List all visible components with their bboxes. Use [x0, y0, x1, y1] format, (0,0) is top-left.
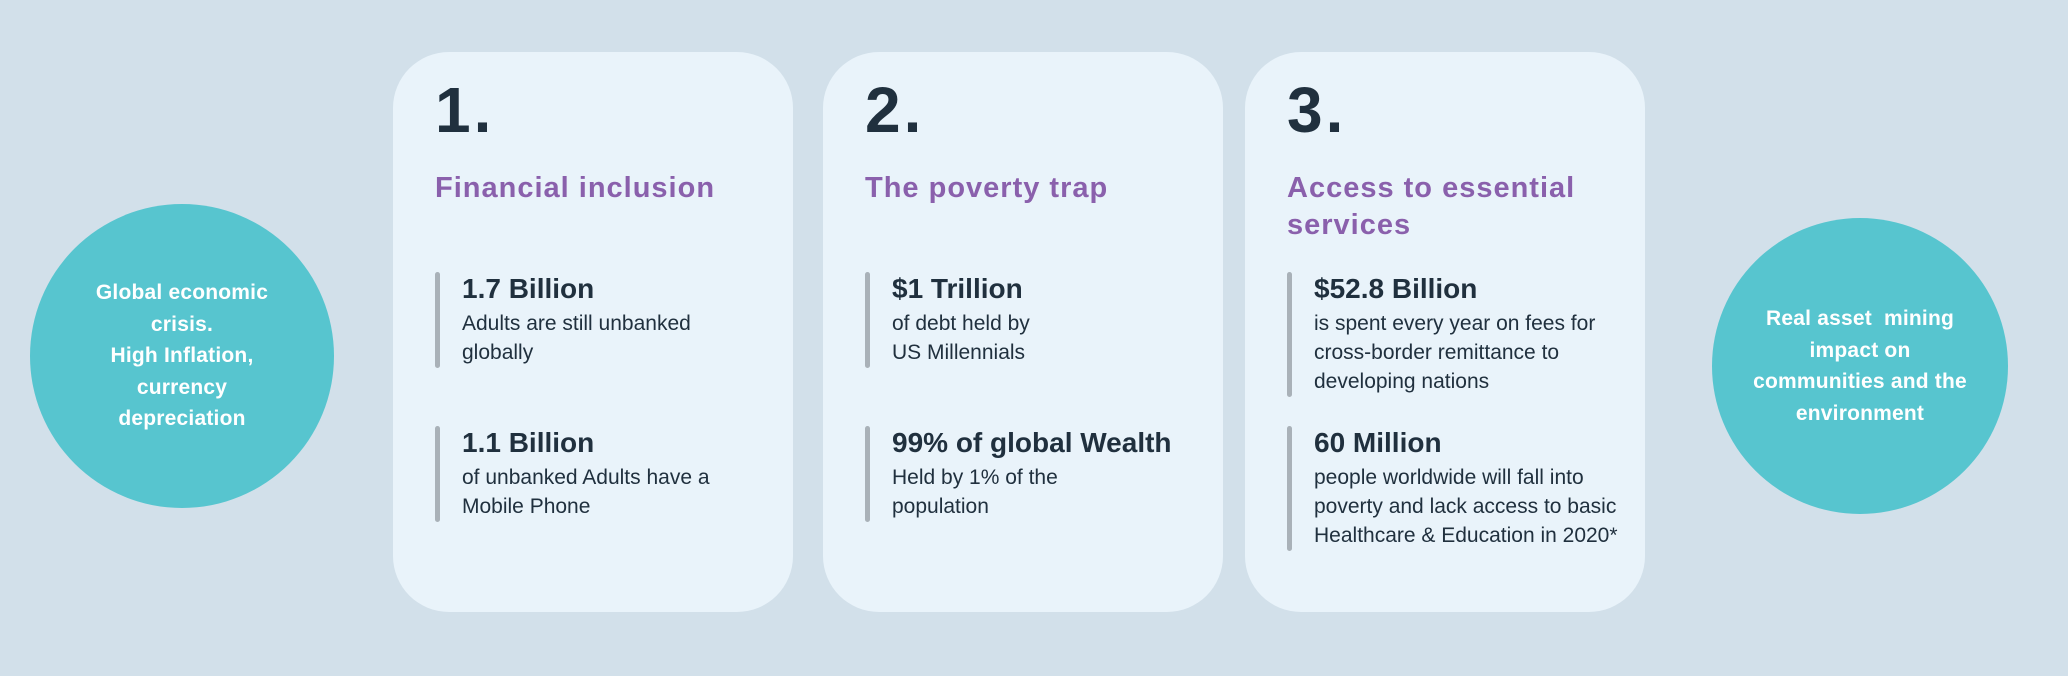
stat-description: is spent every year on fees for cross-bo… [1314, 312, 1596, 394]
stat-accent-bar [1287, 272, 1292, 398]
card-number: 3. [1287, 74, 1347, 146]
stat-accent-bar [435, 426, 440, 523]
card-poverty-trap: 2. The poverty trap $1 Trillion of debt … [823, 52, 1223, 612]
right-bubble-text: Real asset mining impact on communities … [1753, 307, 1967, 425]
card-access-essential-services: 3. Access to essential services $52.8 Bi… [1245, 52, 1645, 612]
card-title: Access to essential services [1287, 172, 1576, 241]
stat-accent-bar [865, 272, 870, 369]
card-title: Financial inclusion [435, 172, 716, 204]
left-bubble-text: Global economic crisis. High Inflation, … [95, 281, 269, 431]
stat-value: 1.7 Billion [462, 273, 595, 304]
right-bubble: Real asset mining impact on communities … [1712, 218, 2008, 514]
left-bubble: Global economic crisis. High Inflation, … [30, 204, 334, 508]
stat-block: 1.7 Billion Adults are still unbanked gl… [435, 272, 691, 369]
stat-accent-bar [1287, 426, 1292, 552]
card-title: The poverty trap [865, 172, 1109, 204]
stat-value: 99% of global Wealth [892, 427, 1172, 458]
card-number: 2. [865, 74, 925, 146]
stat-block: $1 Trillion of debt held by US Millennia… [865, 272, 1030, 369]
stat-block: 99% of global Wealth Held by 1% of the p… [865, 426, 1172, 523]
stat-description: of unbanked Adults have a Mobile Phone [462, 466, 710, 519]
stat-description: Adults are still unbanked globally [462, 312, 691, 365]
stat-description: Held by 1% of the population [892, 466, 1058, 519]
stat-description: of debt held by US Millennials [892, 312, 1030, 365]
stat-value: $52.8 Billion [1314, 273, 1478, 304]
stat-block: 1.1 Billion of unbanked Adults have a Mo… [435, 426, 710, 523]
card-financial-inclusion: 1. Financial inclusion 1.7 Billion Adult… [393, 52, 793, 612]
stat-block: $52.8 Billion is spent every year on fee… [1287, 272, 1596, 398]
stat-description: people worldwide will fall into poverty … [1314, 466, 1618, 548]
stat-value: 1.1 Billion [462, 427, 595, 458]
stat-value: 60 Million [1314, 427, 1442, 458]
stat-accent-bar [865, 426, 870, 523]
stat-block: 60 Million people worldwide will fall in… [1287, 426, 1618, 552]
stat-value: $1 Trillion [892, 273, 1023, 304]
stat-accent-bar [435, 272, 440, 369]
card-number: 1. [435, 74, 495, 146]
